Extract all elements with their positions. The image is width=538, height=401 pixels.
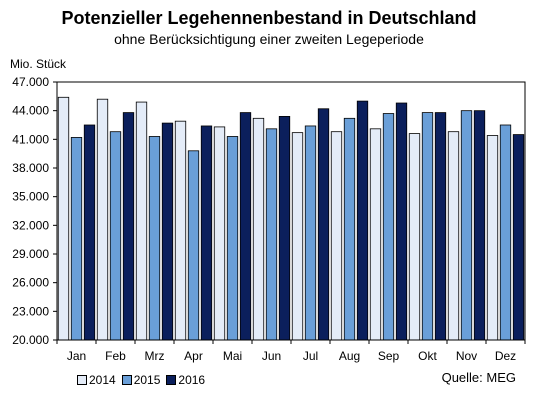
legend-item-2014: 2014 xyxy=(77,373,116,387)
bar-2014-aug xyxy=(330,131,343,341)
x-tick-label: Aug xyxy=(339,349,360,363)
x-tick-label: Jan xyxy=(67,349,86,363)
y-tick-label: 20.000 xyxy=(12,333,49,347)
bar-2014-apr xyxy=(174,120,187,341)
y-tick-label: 32.000 xyxy=(12,218,49,232)
y-tick-label: 26.000 xyxy=(12,276,49,290)
bar-2014-dez xyxy=(486,135,499,341)
bar-2016-okt xyxy=(434,112,447,341)
bar-2015-jul xyxy=(304,125,317,341)
x-axis: Jan Feb Mrz Apr Mai Jun Jul Aug Sep Okt Nov Dez xyxy=(56,340,526,363)
x-tick-label: Sep xyxy=(378,349,400,363)
chart-subtitle: ohne Berücksichtigung einer zweiten Lege… xyxy=(114,31,424,47)
bar-2016-jul xyxy=(317,108,330,341)
legend-swatch-2015 xyxy=(121,375,132,385)
x-tick-label: Okt xyxy=(418,349,437,363)
legend-label-2015: 2015 xyxy=(133,373,161,387)
bar-2015-nov xyxy=(460,110,473,341)
bar-2016-jun xyxy=(278,116,291,341)
x-tick-label: Feb xyxy=(105,349,126,363)
bar-2016-sep xyxy=(395,102,408,341)
bar-2016-nov xyxy=(473,110,486,341)
bar-2015-jun xyxy=(265,128,278,341)
bar-2016-feb xyxy=(122,112,135,341)
bar-2015-dez xyxy=(499,124,512,341)
bar-2016-dez xyxy=(512,134,525,341)
bar-2015-okt xyxy=(421,112,434,341)
bar-2016-aug xyxy=(356,100,369,341)
plot-border xyxy=(56,81,526,341)
x-tick-label: Jun xyxy=(262,349,281,363)
legend-swatch-2014 xyxy=(77,375,87,385)
bar-series xyxy=(57,96,525,341)
y-tick-label: 29.000 xyxy=(12,247,49,261)
bar-2015-mai xyxy=(226,136,239,341)
bar-2014-jul xyxy=(291,132,304,341)
x-tick-label: Apr xyxy=(184,349,203,363)
legend: 2014 2015 2016 xyxy=(77,373,211,387)
x-tick-label: Dez xyxy=(495,349,516,363)
bar-2014-mrz xyxy=(135,101,148,341)
bar-2015-feb xyxy=(109,131,122,341)
y-tick-label: 47.000 xyxy=(12,75,49,89)
y-tick-label: 23.000 xyxy=(12,304,49,318)
legend-label-2016: 2016 xyxy=(178,373,206,387)
x-tick-label: Mai xyxy=(223,349,242,363)
y-tick-label: 44.000 xyxy=(12,104,49,118)
y-tick-label: 41.000 xyxy=(12,132,49,146)
bar-2014-okt xyxy=(408,133,421,341)
bar-2015-mrz xyxy=(148,136,161,341)
y-axis-unit-label: Mio. Stück xyxy=(10,57,67,71)
y-tick-label: 35.000 xyxy=(12,190,49,204)
bar-2014-jan xyxy=(57,96,70,341)
source-note: Quelle: MEG xyxy=(441,370,516,385)
bar-2015-apr xyxy=(187,150,200,341)
bar-2014-mai xyxy=(213,126,226,341)
legend-swatch-2016 xyxy=(166,375,177,385)
bar-2016-mrz xyxy=(161,122,174,341)
bar-2014-nov xyxy=(447,131,460,341)
plot-frame xyxy=(56,81,526,341)
y-axis: 20.000 23.000 26.000 29.000 32.000 35.000 38.0… xyxy=(12,75,57,347)
bar-2014-sep xyxy=(369,128,382,341)
bar-2014-feb xyxy=(96,98,109,341)
bar-2015-sep xyxy=(382,113,395,341)
legend-item-2016: 2016 xyxy=(166,373,205,387)
bar-2016-mai xyxy=(239,112,252,341)
y-tick-label: 38.000 xyxy=(12,161,49,175)
bar-2016-jan xyxy=(83,124,96,341)
chart-title: Potenzieller Legehennenbestand in Deutsc… xyxy=(61,8,477,28)
legend-label-2014: 2014 xyxy=(89,373,116,387)
legend-item-2015: 2015 xyxy=(121,373,161,387)
x-tick-label: Nov xyxy=(456,349,477,363)
bar-2014-jun xyxy=(252,117,265,341)
bar-2016-apr xyxy=(200,125,213,341)
bar-2015-jan xyxy=(70,137,83,341)
bar-2015-aug xyxy=(343,117,356,341)
x-tick-label: Jul xyxy=(303,349,318,363)
x-tick-label: Mrz xyxy=(145,349,165,363)
